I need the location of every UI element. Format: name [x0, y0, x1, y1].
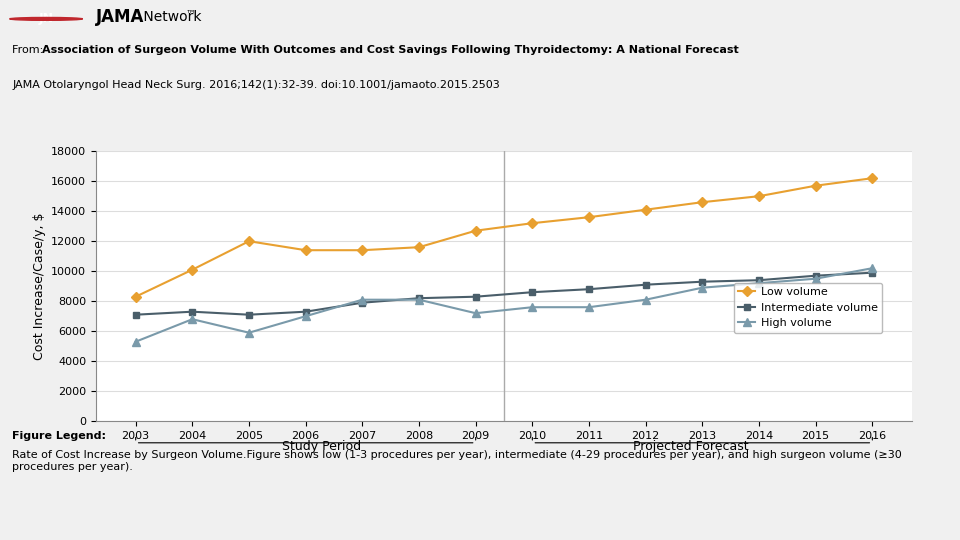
Intermediate volume [469, 293, 481, 300]
Intermediate volume [810, 273, 822, 279]
Text: JAMA: JAMA [96, 8, 144, 26]
High volume [469, 310, 481, 316]
Text: ™: ™ [185, 8, 195, 18]
Low volume [697, 199, 708, 205]
Text: From:: From: [12, 45, 47, 55]
Line: Low volume: Low volume [132, 175, 876, 300]
High volume [300, 313, 311, 320]
High volume [130, 339, 141, 345]
Text: Network: Network [139, 10, 202, 24]
High volume [697, 285, 708, 291]
Text: Rate of Cost Increase by Surgeon Volume.Figure shows low (1-3 procedures per yea: Rate of Cost Increase by Surgeon Volume.… [12, 450, 902, 472]
Line: Intermediate volume: Intermediate volume [132, 269, 876, 318]
Low volume [469, 227, 481, 234]
Circle shape [10, 17, 83, 21]
High volume [810, 275, 822, 282]
Low volume [640, 206, 652, 213]
High volume [413, 296, 424, 303]
Intermediate volume [640, 281, 652, 288]
High volume [867, 265, 878, 272]
Low volume [243, 238, 254, 245]
Text: Study Period: Study Period [282, 440, 361, 453]
Low volume [527, 220, 539, 226]
Text: Figure Legend:: Figure Legend: [12, 431, 107, 441]
High volume [584, 304, 595, 310]
Intermediate volume [300, 308, 311, 315]
Low volume [413, 244, 424, 251]
Intermediate volume [413, 295, 424, 301]
Intermediate volume [527, 289, 539, 295]
Text: JN: JN [38, 12, 54, 25]
Low volume [754, 193, 765, 199]
Low volume [584, 214, 595, 220]
High volume [243, 329, 254, 336]
Legend: Low volume, Intermediate volume, High volume: Low volume, Intermediate volume, High vo… [733, 283, 882, 333]
Low volume [810, 183, 822, 189]
Low volume [300, 247, 311, 253]
Intermediate volume [867, 269, 878, 276]
Line: High volume: High volume [132, 264, 876, 346]
Intermediate volume [186, 308, 198, 315]
High volume [356, 296, 368, 303]
Intermediate volume [356, 300, 368, 306]
High volume [640, 296, 652, 303]
Low volume [130, 293, 141, 300]
High volume [186, 316, 198, 322]
Text: JAMA Otolaryngol Head Neck Surg. 2016;142(1):32-39. doi:10.1001/jamaoto.2015.250: JAMA Otolaryngol Head Neck Surg. 2016;14… [12, 80, 500, 90]
Intermediate volume [697, 279, 708, 285]
Low volume [867, 175, 878, 181]
Intermediate volume [130, 312, 141, 318]
Low volume [186, 266, 198, 273]
Intermediate volume [584, 286, 595, 293]
Text: Association of Surgeon Volume With Outcomes and Cost Savings Following Thyroidec: Association of Surgeon Volume With Outco… [42, 45, 739, 55]
Intermediate volume [243, 312, 254, 318]
Low volume [356, 247, 368, 253]
High volume [527, 304, 539, 310]
Y-axis label: Cost Increase/Case/y, $: Cost Increase/Case/y, $ [33, 212, 45, 360]
High volume [754, 280, 765, 286]
Intermediate volume [754, 277, 765, 284]
Text: Projected Forecast: Projected Forecast [634, 440, 749, 453]
